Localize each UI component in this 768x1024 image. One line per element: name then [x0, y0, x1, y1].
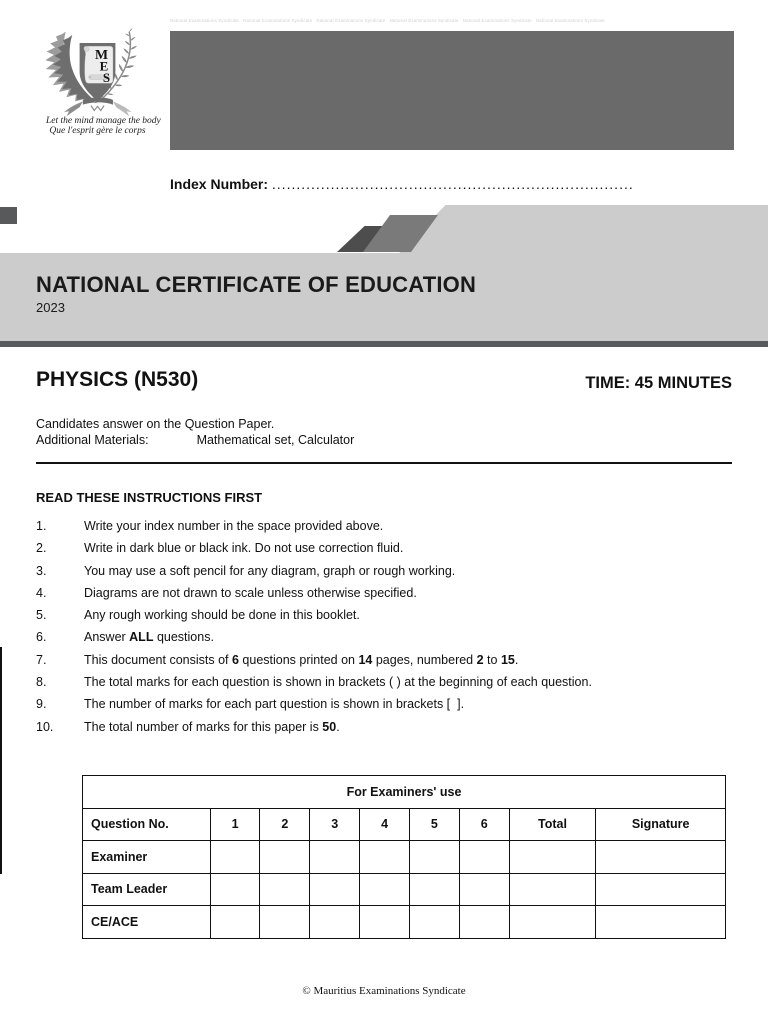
- svg-text:Genie: Genie: [94, 101, 103, 105]
- svg-text:S: S: [103, 70, 110, 85]
